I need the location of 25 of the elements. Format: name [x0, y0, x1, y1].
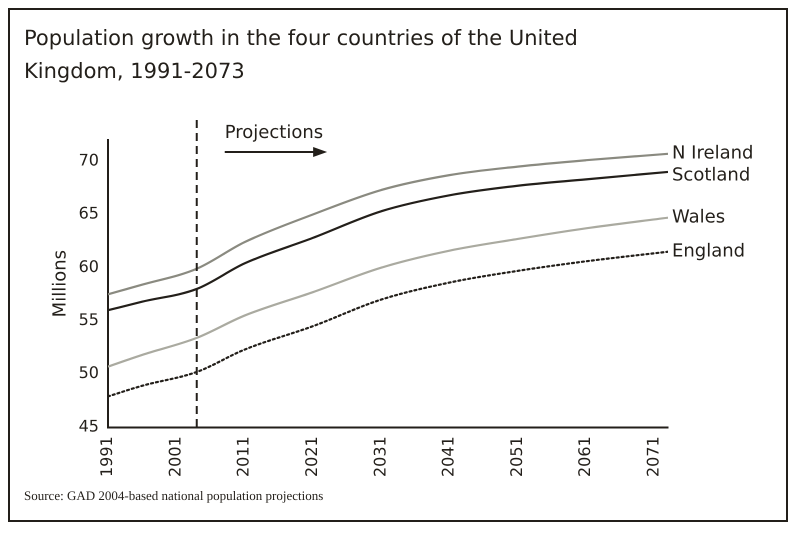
x-tick-label: 2021 — [302, 436, 322, 477]
x-tick-label: 2031 — [370, 436, 390, 477]
y-tick-label: 45 — [78, 416, 99, 436]
series-label: Wales — [672, 206, 726, 228]
x-tick-label: 2001 — [165, 436, 184, 477]
line-series — [108, 216, 668, 368]
y-tick-label: 65 — [78, 204, 99, 223]
y-tick-label: 55 — [78, 310, 99, 330]
series-label: Scotland — [672, 164, 750, 186]
line-series — [108, 152, 668, 296]
x-tick-label: 2011 — [234, 436, 253, 477]
x-tick-label: 2051 — [506, 436, 526, 477]
y-axis-title: Millions — [49, 250, 70, 318]
x-tick-label: 2071 — [643, 436, 662, 477]
series-label: England — [672, 240, 746, 262]
x-tick-label: 2061 — [575, 436, 594, 477]
y-tick-label: 50 — [78, 363, 99, 382]
x-tick-label: 1991 — [97, 436, 116, 477]
source-note: Source: GAD 2004-based national population projections — [24, 488, 324, 504]
ref-line-label: Projections — [224, 122, 324, 143]
series-label: N Ireland — [672, 142, 754, 164]
x-tick-label: 2041 — [438, 436, 458, 477]
chart-title: Population growth in the four countries of the United Kingdom, 1991-2073 — [24, 25, 579, 85]
y-tick-label: 70 — [78, 150, 99, 170]
y-tick-label: 60 — [78, 256, 99, 276]
